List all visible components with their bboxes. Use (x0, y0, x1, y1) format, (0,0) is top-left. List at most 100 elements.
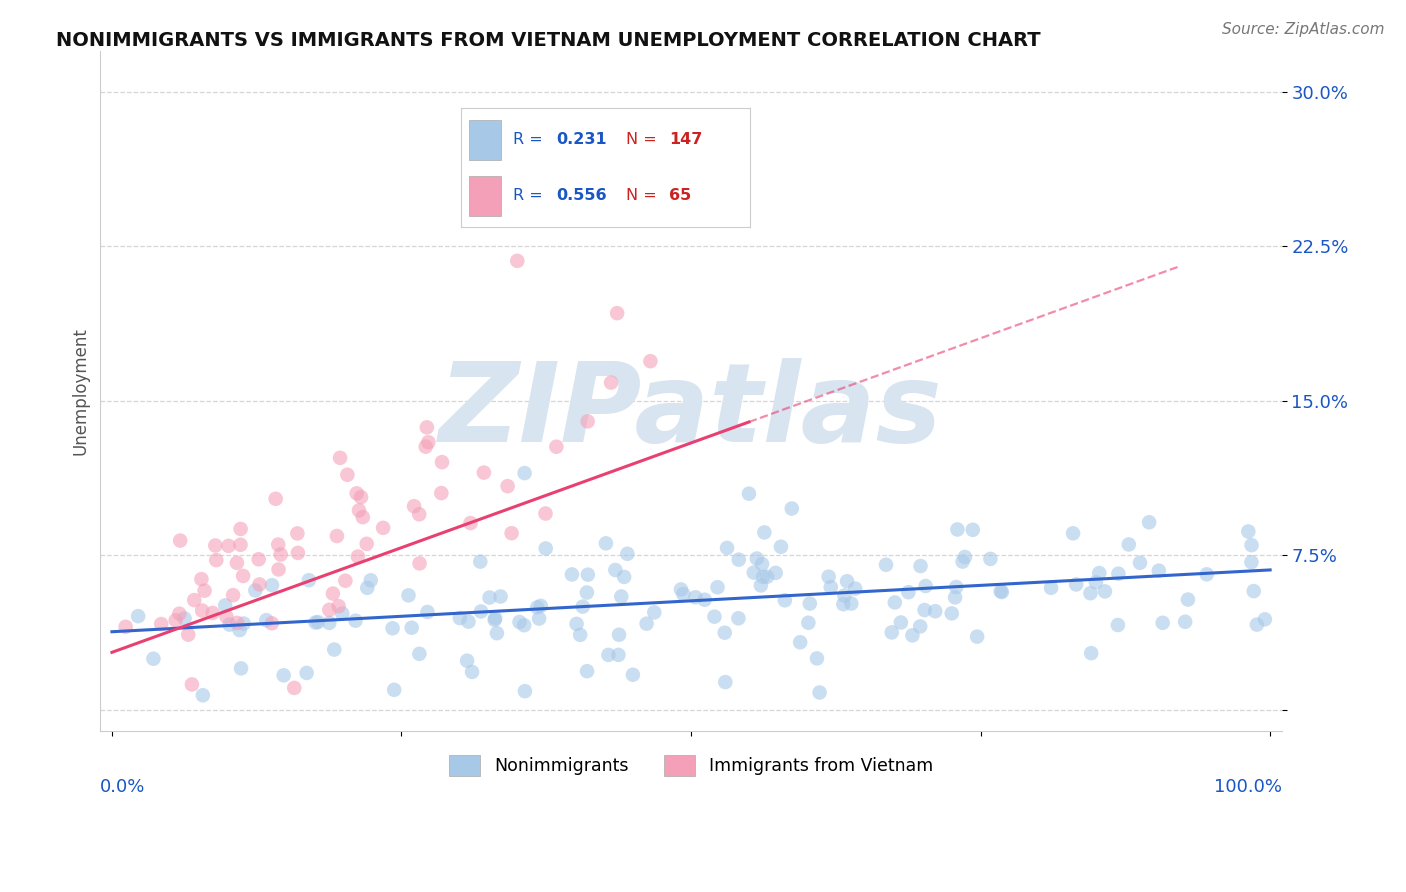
Point (245, 583, 267, 598)
Point (142, 651, 165, 665)
Point (990, 584, 1012, 599)
Point (470, 555, 492, 569)
Point (408, 508, 430, 522)
Point (1107, 618, 1129, 632)
Y-axis label: Unemployment: Unemployment (72, 326, 89, 455)
Point (408, 557, 430, 571)
Point (1237, 524, 1260, 539)
Point (817, 569, 839, 583)
Point (1195, 567, 1218, 582)
Point (605, 563, 627, 577)
Point (513, 466, 536, 480)
Point (832, 597, 855, 611)
Point (298, 573, 321, 587)
Point (228, 623, 250, 637)
Point (924, 604, 946, 618)
Point (489, 590, 512, 604)
Point (534, 507, 557, 521)
Point (402, 499, 425, 513)
Point (173, 611, 195, 625)
Point (752, 570, 775, 584)
Point (797, 615, 820, 630)
Point (350, 490, 373, 504)
Point (328, 599, 350, 614)
Point (347, 503, 370, 517)
Point (576, 414, 599, 428)
Point (571, 599, 593, 614)
Point (287, 546, 309, 560)
Point (742, 566, 765, 580)
Point (643, 606, 665, 620)
Point (756, 570, 779, 584)
Text: NONIMMIGRANTS VS IMMIGRANTS FROM VIETNAM UNEMPLOYMENT CORRELATION CHART: NONIMMIGRANTS VS IMMIGRANTS FROM VIETNAM… (56, 31, 1040, 50)
Point (260, 616, 283, 631)
Point (901, 628, 924, 642)
Point (401, 621, 423, 635)
Point (890, 615, 912, 630)
Point (247, 552, 270, 566)
Point (457, 615, 479, 629)
Point (1243, 584, 1265, 599)
Point (456, 654, 478, 668)
Point (398, 588, 420, 602)
Text: 0.0%: 0.0% (100, 778, 146, 797)
Point (382, 682, 405, 697)
Point (991, 585, 1014, 599)
Point (295, 665, 318, 680)
Point (267, 538, 290, 552)
Point (270, 548, 292, 562)
Point (576, 567, 599, 582)
Point (318, 603, 340, 617)
Point (946, 523, 969, 537)
Point (844, 582, 866, 596)
Point (169, 607, 191, 621)
Point (226, 556, 249, 570)
Point (218, 539, 240, 553)
Point (470, 604, 492, 618)
Point (703, 609, 725, 624)
Point (193, 583, 215, 598)
Point (945, 580, 967, 594)
Point (953, 549, 976, 564)
Point (344, 614, 367, 628)
Point (381, 621, 404, 635)
Point (472, 466, 495, 480)
Point (1094, 584, 1116, 599)
Point (484, 611, 506, 625)
Point (449, 611, 471, 625)
Point (222, 588, 245, 602)
Point (727, 552, 749, 566)
Point (962, 523, 984, 537)
Point (418, 435, 440, 450)
Point (621, 667, 644, 681)
Point (177, 628, 200, 642)
Point (183, 593, 205, 607)
Point (754, 525, 776, 540)
Point (336, 467, 359, 482)
Point (273, 668, 295, 682)
Point (205, 553, 228, 567)
Point (979, 552, 1001, 566)
Point (693, 592, 716, 607)
Point (150, 617, 173, 632)
Point (371, 521, 394, 535)
Point (713, 625, 735, 640)
Point (330, 607, 353, 621)
Point (232, 616, 254, 631)
Point (226, 615, 249, 630)
Point (751, 557, 773, 571)
Point (127, 609, 149, 624)
Text: Source: ZipAtlas.com: Source: ZipAtlas.com (1222, 22, 1385, 37)
Point (229, 522, 252, 536)
Point (576, 664, 599, 678)
Point (254, 613, 277, 627)
Point (287, 526, 309, 541)
Point (501, 526, 523, 541)
Point (214, 599, 236, 613)
Point (229, 538, 252, 552)
Point (745, 551, 768, 566)
Point (347, 549, 370, 564)
Point (264, 491, 287, 506)
Point (1147, 564, 1170, 578)
Point (304, 615, 326, 630)
